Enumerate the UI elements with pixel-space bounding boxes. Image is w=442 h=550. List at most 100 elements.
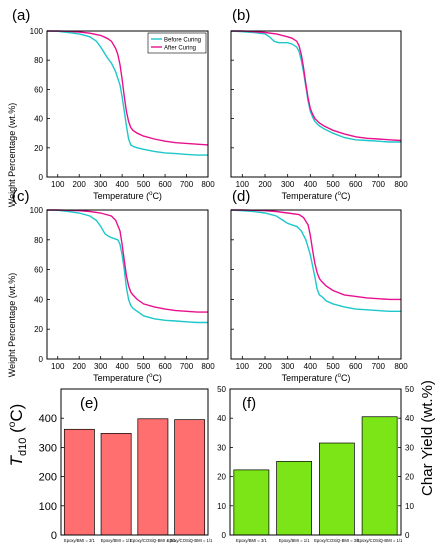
panel-d-frame [230,209,402,360]
legend-label-after: After Curing [164,46,196,52]
panel-f-bar [233,469,270,536]
panel-c-label: (c) [12,188,30,205]
panel-d-x-tick-label: 500 [326,362,340,371]
panel-a-x-tick-label: 700 [180,180,194,189]
panel-a-y-tick-label: 40 [34,115,43,124]
panel-a-x-tick-label: 200 [73,180,87,189]
panel-a-x-tick-label: 500 [137,180,151,189]
panel-c-y-tick-label: 20 [34,325,43,334]
panel-f-y2-tick-label: 20 [405,473,414,482]
panel-f-y2-tick-label: 50 [405,385,414,394]
svg-text:Td10 (oC): Td10 (oC) [7,404,29,467]
panel-e-category-label: Epoxy/BMI = 1/1 [101,538,133,543]
panel-f-bar [318,442,355,536]
panel-c-y-tick-label: 100 [30,206,44,215]
panel-e-label: (e) [80,395,98,412]
panel-b-x-title: Temperature (oC) [282,191,351,201]
panel-a-label: (a) [12,7,30,24]
panel-a-x-tick-label: 300 [94,180,108,189]
panel-a-y-tick-label: 60 [34,85,43,94]
panel-f-y-tick-label: 10 [217,502,226,511]
panel-c-y-tick-label: 60 [34,266,43,275]
panel-a-x-tick-label: 600 [158,180,172,189]
panel-a-series-before [46,30,208,156]
panel-e-category-label: Epoxy/COSiQ-BMI = 3/1 [130,538,176,543]
panel-b-x-tick-label: 200 [258,180,272,189]
panel-f-category-label: Epoxy/COSiQ-BMI = 1/1 [357,538,403,543]
panel-e-bar [63,428,95,536]
panel-a-y-tick-label: 20 [34,144,43,153]
panel-a-x-tick-label: 100 [51,180,65,189]
td10-sub: d10 [17,438,29,456]
panel-e-bar [100,433,132,536]
panel-c-frame [46,209,209,360]
panel-f: (f)Epoxy/BMI = 3/1 Epoxy/BMI = 1/1 Epoxy/C… [217,385,414,543]
panel-d-x-tick-label: 300 [281,362,295,371]
panel-c-x-tick-label: 100 [51,362,65,371]
panel-e-frame [60,388,209,536]
panel-f-y2-tick-label: 10 [405,502,414,511]
panel-a-x-tick-label: 800 [201,180,215,189]
panel-c: (c)100 200 300 400 500 600 700 800020406080100T… [12,188,215,383]
panel-c-series-after [47,209,208,313]
panel-f-label: (f) [242,395,256,412]
panel-c-x-tick-label: 600 [158,362,172,371]
panel-f-bar [361,416,398,536]
panel-c-x-tick-label: 400 [115,362,129,371]
panel-b-series-before [230,30,401,143]
panel-e-y-tick-label: 400 [39,413,57,425]
panel-f-y-tick-label: 40 [217,414,226,423]
panel-f-y-tick-label: 0 [222,531,227,540]
panel-f-frame [229,388,402,536]
panel-f-y2-tick-label: 0 [405,531,410,540]
panel-c-y-tick-label: 80 [34,236,43,245]
panel-e-bar [137,418,169,536]
panel-c-x-tick-label: 800 [201,362,215,371]
td10-open: ( [7,427,26,438]
panel-f-right-y-title: Char Yield (wt.%) [419,380,436,496]
panel-c-x-tick-label: 200 [73,362,87,371]
panel-e-category-label: Epoxy/COSiQ-BMI = 1/1 [167,538,213,543]
panel-a-x-tick-label: 400 [115,180,129,189]
panel-c-series-before [46,209,208,324]
panel-b-series-after [231,30,402,142]
y-axis-label-tga-lower: Weight Percentage (wt.%) [7,273,17,377]
panel-f-category-label: Epoxy/BMI = 3/1 [236,538,268,543]
panel-e-y-tick-label: 100 [39,501,57,513]
panel-e: (e)Epoxy/BMI = 3/1 Epoxy/BMI = 1/1Epoxy/C… [39,388,213,543]
panel-f-bar [276,461,313,536]
panel-d-x-tick-label: 200 [258,362,272,371]
panel-b-frame [230,30,402,178]
panel-d-x-tick-label: 600 [349,362,363,371]
panel-f-category-label: Epoxy/COSiQ-BMI = 3/1 [314,538,360,543]
panel-d-label: (d) [232,188,250,205]
panel-e-y-tick-label: 300 [39,442,57,454]
panel-b-x-tick-label: 600 [349,180,363,189]
panel-c-x-tick-label: 300 [94,362,108,371]
panel-f-y-tick-label: 30 [217,443,226,452]
panel-d-x-title: Temperature (oC) [282,373,351,383]
panel-f-y2-tick-label: 30 [405,443,414,452]
panel-f-category-label: Epoxy/BMI = 1/1 [279,538,311,543]
panel-c-x-title: Temperature (oC) [93,373,162,383]
panel-b-x-tick-label: 800 [394,180,408,189]
panel-a-x-title: Temperature (oC) [93,191,162,201]
panel-d-x-tick-label: 400 [304,362,318,371]
panel-d: (d) 100 200 300 400 500 600 700 800 Temperature (… [230,188,408,383]
panel-a-legend: Before Curing After Curing [147,32,207,54]
legend-label-before: Before Curing [164,38,201,44]
panel-d-series-before [230,209,401,312]
panel-a-y-tick-label: 0 [39,173,44,182]
panel-b-x-tick-label: 500 [326,180,340,189]
panel-b: (b) 100 200 300 400 500 600 700 800 Temperature (… [230,7,408,201]
panel-b-x-tick-label: 300 [281,180,295,189]
panel-b-label: (b) [232,7,250,24]
panel-d-x-tick-label: 100 [236,362,250,371]
panel-f-y-tick-label: 20 [217,473,226,482]
panel-d-x-tick-label: 700 [372,362,386,371]
panel-b-x-tick-label: 400 [304,180,318,189]
legend-box [147,32,207,54]
panel-a-y-tick-label: 100 [30,27,44,36]
td10-deg: o [7,421,18,427]
